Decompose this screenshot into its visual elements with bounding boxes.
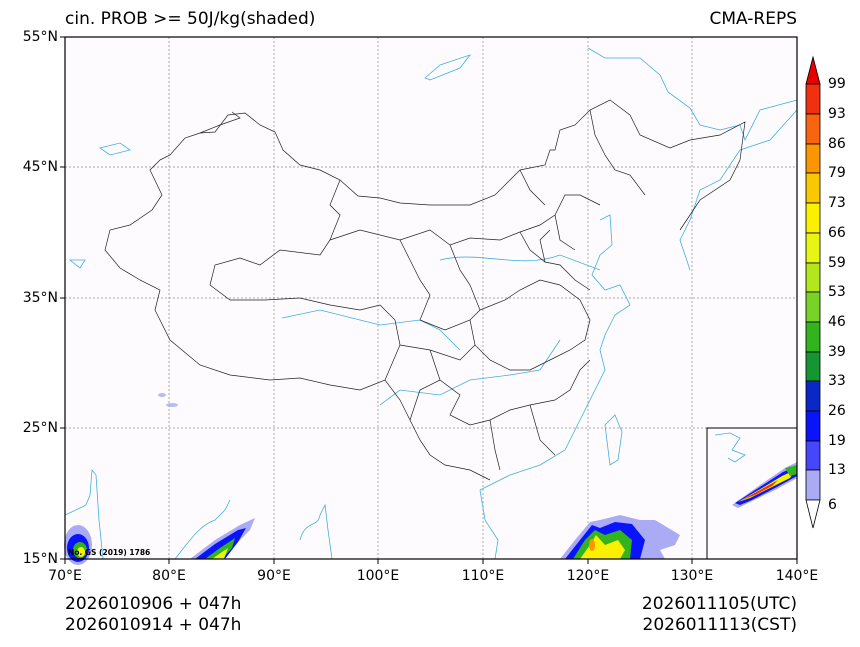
coastlines: [64, 47, 798, 560]
y-tick-55n: 55°N: [22, 29, 58, 45]
x-tick-90e: 90°E: [257, 568, 291, 584]
y-tick-35n: 35°N: [22, 290, 58, 306]
gridlines: [65, 37, 797, 559]
x-tick-80e: 80°E: [152, 568, 186, 584]
colorbar-label: 6: [828, 497, 837, 513]
y-tick-45n: 45°N: [22, 159, 58, 175]
colorbar-label: 39: [828, 344, 846, 360]
init-time-cst: 2026010914 + 047h: [65, 615, 242, 635]
colorbar-label: 26: [828, 403, 846, 419]
colorbar-label: 66: [828, 225, 846, 241]
probability-shading: [64, 393, 680, 565]
colorbar-label: 33: [828, 373, 846, 389]
colorbar-label: 99: [828, 76, 846, 92]
colorbar-label: 79: [828, 165, 846, 181]
valid-time-cst: 2026011113(CST): [642, 615, 797, 635]
y-tick-15n: 15°N: [22, 551, 58, 567]
borders: [104, 99, 746, 481]
colorbar-label: 86: [828, 136, 846, 152]
x-tick-70e: 70°E: [48, 568, 82, 584]
colorbar-label: 19: [828, 433, 846, 449]
colorbar-label: 46: [828, 314, 846, 330]
map-credit: No. GS (2019) 1786: [68, 548, 150, 557]
x-tick-120e: 120°E: [566, 568, 610, 584]
valid-time-utc: 2026011105(UTC): [641, 594, 797, 614]
colorbar-label: 73: [828, 195, 846, 211]
colorbar: [805, 55, 821, 529]
chart-title: cin. PROB >= 50J/kg(shaded): [65, 9, 316, 29]
x-tick-110e: 110°E: [461, 568, 505, 584]
colorbar-label: 53: [828, 284, 846, 300]
colorbar-label: 59: [828, 255, 846, 271]
x-tick-140e: 140°E: [775, 568, 819, 584]
axis-ticks: [60, 36, 798, 564]
inset-map: [706, 427, 798, 560]
y-tick-25n: 25°N: [22, 420, 58, 436]
colorbar-label: 93: [828, 106, 846, 122]
colorbar-label: 13: [828, 462, 846, 478]
x-tick-100e: 100°E: [356, 568, 400, 584]
x-tick-130e: 130°E: [670, 568, 714, 584]
model-name: CMA-REPS: [709, 9, 797, 29]
init-time-utc: 2026010906 + 047h: [65, 594, 242, 614]
